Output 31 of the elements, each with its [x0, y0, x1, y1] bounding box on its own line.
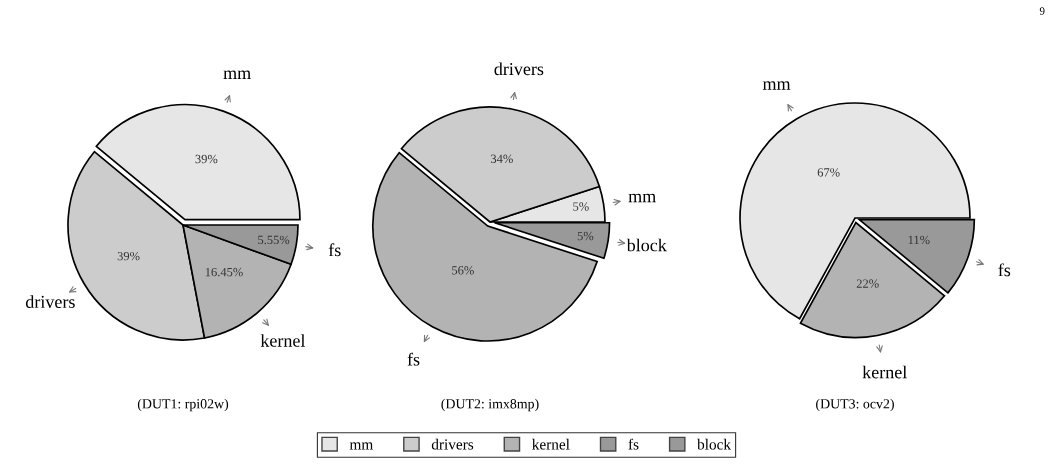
slice-label: drivers [25, 295, 75, 308]
legend-label: fs [628, 438, 639, 450]
data-label: 16.45% [205, 267, 243, 277]
data-label: 67% [817, 168, 840, 177]
slice-label: fs [407, 352, 420, 366]
data-label: 5.55% [258, 235, 290, 245]
text: (DUT1: rpi02w) [137, 398, 229, 412]
legend-label: drivers [431, 438, 474, 450]
slice-label: kernel [862, 365, 907, 379]
legend-label: mm [349, 442, 373, 450]
slice-label: mm [762, 81, 791, 90]
slice-label: block [626, 238, 667, 252]
text: 9 [1039, 7, 1045, 15]
slice-label: kernel [260, 334, 306, 347]
data-label: 34% [490, 154, 513, 164]
slice-label: fs [328, 243, 341, 257]
legend-label: kernel [532, 438, 570, 450]
data-label: 5% [573, 202, 589, 211]
text: (DUT3: ocv2) [816, 398, 894, 412]
data-label: 22% [856, 279, 879, 288]
data-label: 56% [452, 266, 474, 275]
category-label: block [697, 438, 732, 450]
data-label: 39% [117, 251, 140, 261]
data-label: 11% [908, 235, 930, 245]
data-label: 5% [577, 231, 594, 241]
slice-label: mm [628, 193, 656, 203]
data-label: 39% [195, 154, 218, 164]
slice-label: drivers [494, 62, 544, 76]
text: (DUT2: imx8mp) [441, 398, 539, 412]
slice-label: fs [998, 263, 1011, 277]
slice-label: mm [223, 70, 251, 79]
